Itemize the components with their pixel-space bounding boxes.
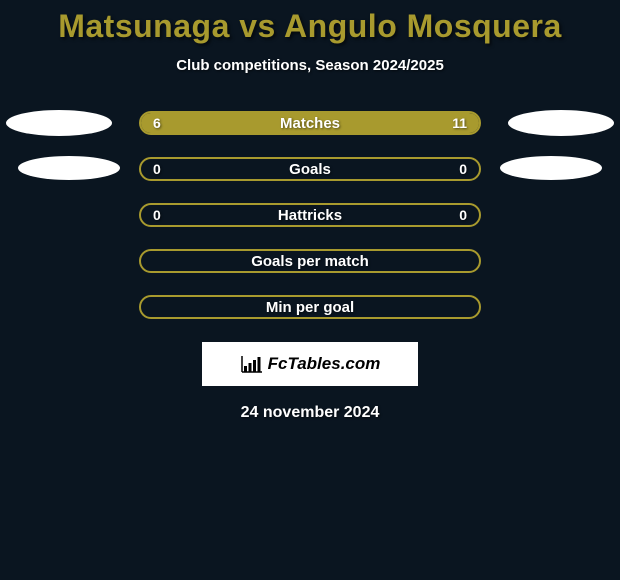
stat-value-right: 0 bbox=[459, 161, 467, 177]
stat-label: Min per goal bbox=[266, 299, 354, 316]
subtitle: Club competitions, Season 2024/2025 bbox=[0, 57, 620, 74]
stat-label: Goals bbox=[289, 161, 331, 178]
stat-label: Goals per match bbox=[251, 253, 369, 270]
stats-area: 6 Matches 11 0 Goals 0 0 Hattricks 0 bbox=[0, 112, 620, 318]
stat-value-left: 0 bbox=[153, 207, 161, 223]
stat-row: Min per goal bbox=[0, 296, 620, 318]
source-logo: FcTables.com bbox=[202, 342, 418, 386]
stat-bar: Min per goal bbox=[139, 295, 481, 319]
stat-bar: 6 Matches 11 bbox=[139, 111, 481, 135]
stat-row: 0 Hattricks 0 bbox=[0, 204, 620, 226]
stat-row: 6 Matches 11 bbox=[0, 112, 620, 134]
comparison-card: Matsunaga vs Angulo Mosquera Club compet… bbox=[0, 0, 620, 422]
stat-value-right: 11 bbox=[452, 115, 467, 131]
stat-label: Matches bbox=[280, 115, 340, 132]
stat-value-right: 0 bbox=[459, 207, 467, 223]
stat-value-left: 6 bbox=[153, 115, 161, 131]
stat-row: Goals per match bbox=[0, 250, 620, 272]
bar-chart-icon bbox=[240, 354, 264, 374]
stat-bar: 0 Hattricks 0 bbox=[139, 203, 481, 227]
stat-label: Hattricks bbox=[278, 207, 342, 224]
stat-bar: Goals per match bbox=[139, 249, 481, 273]
date-label: 24 november 2024 bbox=[0, 404, 620, 422]
stat-row: 0 Goals 0 bbox=[0, 158, 620, 180]
source-logo-text: FcTables.com bbox=[268, 354, 381, 374]
source-logo-inner: FcTables.com bbox=[240, 354, 381, 374]
stat-value-left: 0 bbox=[153, 161, 161, 177]
page-title: Matsunaga vs Angulo Mosquera bbox=[0, 8, 620, 45]
stat-bar: 0 Goals 0 bbox=[139, 157, 481, 181]
